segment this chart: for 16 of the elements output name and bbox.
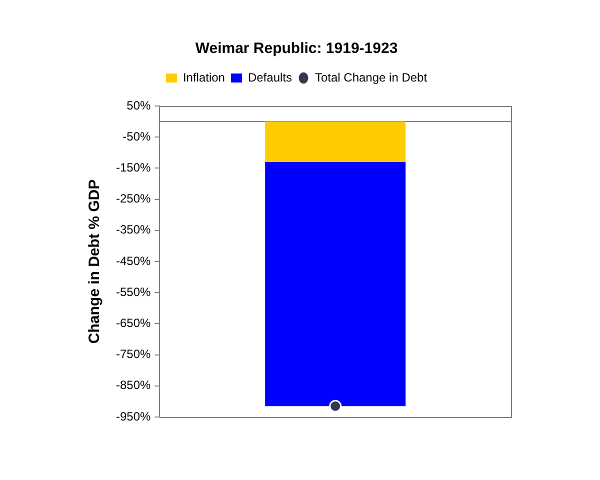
legend-label: Defaults (248, 70, 292, 84)
y-tick-label: -450% (116, 254, 152, 268)
y-tick-label: -150% (116, 160, 152, 175)
chart-title: Weimar Republic: 1919-1923 (195, 40, 398, 58)
y-tick-label: -650% (116, 316, 152, 330)
y-tick-label: -950% (116, 409, 152, 424)
legend-label: Total Change in Debt (314, 70, 428, 84)
y-tick-label: -550% (116, 284, 152, 299)
y-tick-label: -50% (122, 129, 152, 144)
y-tick-label: -750% (116, 347, 152, 362)
y-tick-label: -850% (116, 378, 152, 392)
y-tick-label: -350% (116, 222, 152, 237)
legend-label: Inflation (182, 70, 225, 84)
y-axis-title: Change in Debt % GDP (86, 179, 104, 344)
y-tick-label: -250% (116, 192, 152, 206)
y-tick-label: 50% (126, 98, 152, 112)
